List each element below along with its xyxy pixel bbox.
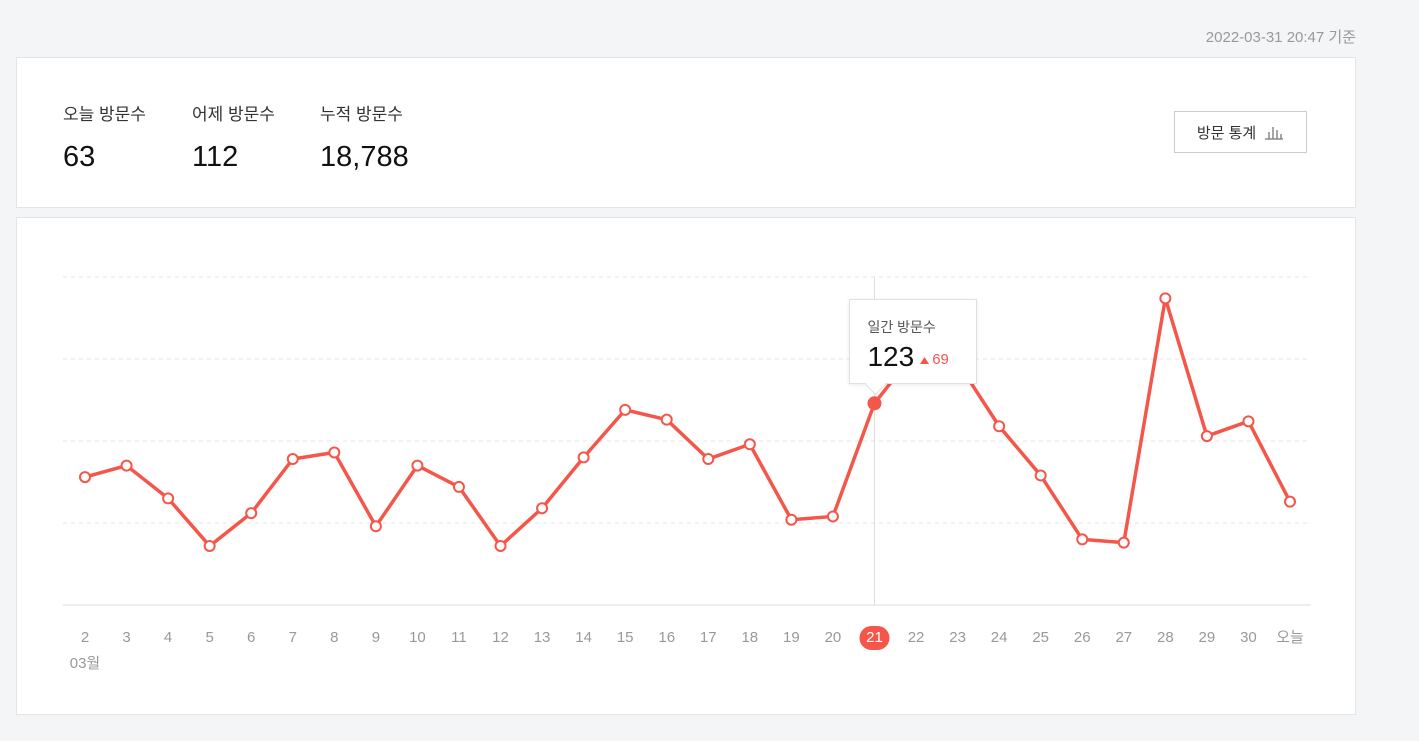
bar-icon <box>1265 127 1284 140</box>
point <box>245 507 258 520</box>
x-tick-label: 17 <box>700 629 717 646</box>
stat: 오늘 방문수 63 <box>63 100 146 174</box>
point <box>494 539 507 552</box>
point <box>1076 533 1089 546</box>
x-tick-label: 10 <box>409 629 426 646</box>
x-tick-label: 3 <box>122 629 130 646</box>
tooltip-title: 일간 방문수 <box>867 319 936 336</box>
x-tick-label: 23 <box>949 629 966 646</box>
point <box>79 471 91 484</box>
point <box>1159 292 1172 305</box>
point <box>452 480 465 493</box>
x-tick-label: 11 <box>451 629 467 646</box>
stat: 누적 방문수 18,788 <box>320 100 409 174</box>
button-label: 방문 통계 <box>1196 124 1257 142</box>
x-tick-label: 24 <box>991 629 1008 646</box>
x-tick-label: 오늘 <box>1276 629 1304 646</box>
timestamp: 2022-03-31 20:47 기준 <box>1205 29 1356 46</box>
x-tick-label: 9 <box>372 629 380 646</box>
x-tick-label: 22 <box>908 629 925 646</box>
chart: 2 3 4 5 6 7 8 9 10 11 12 13 14 15 16 17 18 19 20 21 22 23 24 25… <box>63 276 1311 672</box>
line <box>84 296 1292 548</box>
x-tick-label: 20 <box>825 629 842 646</box>
x-tick-label: 28 <box>1157 629 1174 646</box>
x-tick-label: 25 <box>1032 629 1049 646</box>
chart-card: 2 3 4 5 6 7 8 9 10 11 12 13 14 15 16 17 18 19 20 21 22 23 24 25… <box>16 217 1356 715</box>
stat-value: 63 <box>63 141 96 173</box>
point <box>826 510 839 523</box>
point <box>577 451 590 464</box>
x-tick-label: 14 <box>575 629 592 646</box>
x-tick-label: 7 <box>289 629 297 646</box>
x-tick-label: 19 <box>783 629 800 646</box>
stat-label: 오늘 방문수 <box>63 105 146 124</box>
point <box>328 446 341 459</box>
point <box>1242 415 1255 428</box>
point <box>286 453 299 466</box>
point <box>785 513 798 526</box>
x-tick-label: 2 <box>81 629 89 646</box>
point <box>369 520 382 533</box>
x-tick-label: 27 <box>1115 629 1132 646</box>
stat-label: 누적 방문수 <box>320 105 403 124</box>
x-tick-label: 30 <box>1240 629 1257 646</box>
point <box>536 502 549 515</box>
point <box>1034 469 1047 482</box>
point <box>743 438 756 451</box>
point <box>120 459 133 472</box>
x-tick-label: 5 <box>205 629 213 646</box>
x-tick-label: 12 <box>492 629 509 646</box>
stat-value: 112 <box>192 141 239 173</box>
point <box>162 492 175 505</box>
x-tick-label: 13 <box>534 629 551 646</box>
point <box>867 396 882 411</box>
stat-label: 어제 방문수 <box>192 105 275 124</box>
x-tick-label: 8 <box>330 629 338 646</box>
x-tick-label: 16 <box>658 629 675 646</box>
x-tick-label: 18 <box>741 629 758 646</box>
point <box>660 413 673 426</box>
point <box>1117 536 1130 549</box>
point <box>203 539 216 552</box>
up-arrow <box>920 357 930 365</box>
point <box>993 420 1006 433</box>
x-tick-label: 21 <box>866 629 883 646</box>
x-axis-label: 03월 <box>70 655 101 672</box>
point <box>411 459 424 472</box>
summary-card: 오늘 방문수 63 어제 방문수 112 누적 방문수 18,788 방문 통계 <box>16 57 1356 208</box>
point <box>702 453 715 466</box>
x-tick-label: 4 <box>164 629 172 646</box>
point <box>1284 495 1296 508</box>
x-tick-label: 29 <box>1199 629 1216 646</box>
tooltip-change-value: 69 <box>932 351 949 369</box>
selected-badge <box>859 626 890 650</box>
x-tick-label: 26 <box>1074 629 1091 646</box>
stats-button[interactable]: 방문 통계 <box>1174 111 1307 153</box>
stat-value: 18,788 <box>320 141 409 173</box>
tooltip-value: 123 <box>867 341 915 373</box>
point <box>1200 430 1213 443</box>
x-tick-label: 6 <box>247 629 255 646</box>
point <box>619 403 632 416</box>
tooltip-change: 69 <box>920 351 949 368</box>
stat: 어제 방문수 112 <box>192 100 275 174</box>
tooltip: 일간 방문수 123 69 <box>849 299 978 385</box>
x-tick-label: 15 <box>617 629 634 646</box>
